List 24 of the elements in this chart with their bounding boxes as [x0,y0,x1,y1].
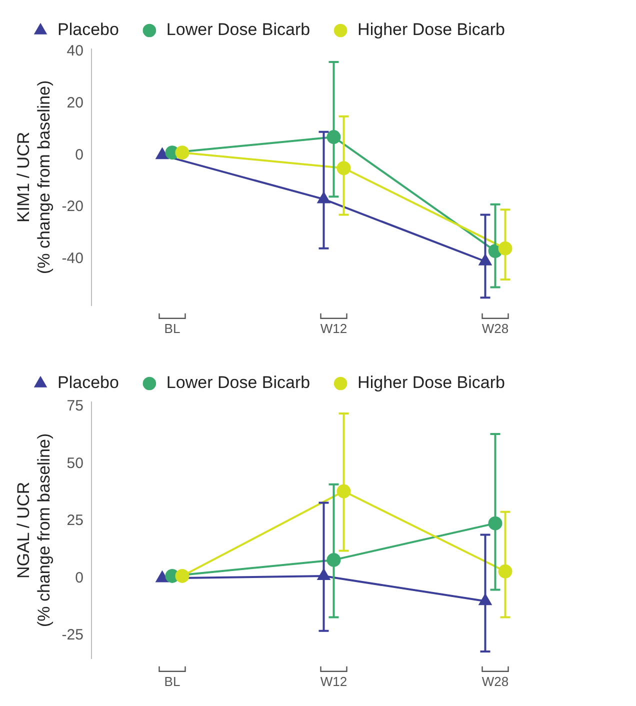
x-tick-label: W28 [482,320,509,336]
y-tick-label: -40 [62,250,84,267]
y-tick-label: -25 [62,626,84,644]
y-tick-label: 25 [66,512,84,530]
legend-label: Higher Dose Bicarb [358,373,505,392]
legend-label: Higher Dose Bicarb [358,20,505,40]
x-tick-label: W12 [320,674,348,689]
y-tick-label: 40 [66,42,84,60]
x-tick-label: BL [164,674,180,689]
x-tick-label: BL [164,320,180,336]
y-axis-title: NGAL / UCR (% change from baseline) [14,433,54,628]
x-tick-label: W28 [482,674,509,689]
legend-label: Lower Dose Bicarb [166,20,310,40]
legend-label: Placebo [58,20,119,40]
y-tick-label: 0 [75,146,84,164]
y-tick-label: 0 [75,569,84,586]
legend-label: Placebo [58,373,119,392]
y-tick-label: 75 [66,398,84,415]
legend-label: Lower Dose Bicarb [166,373,310,392]
y-tick-label: 20 [66,94,84,112]
y-tick-label: -20 [62,198,84,216]
y-tick-label: 50 [66,454,84,472]
y-axis-title: KIM1 / UCR (% change from baseline) [14,80,54,274]
x-tick-label: W12 [320,320,348,336]
